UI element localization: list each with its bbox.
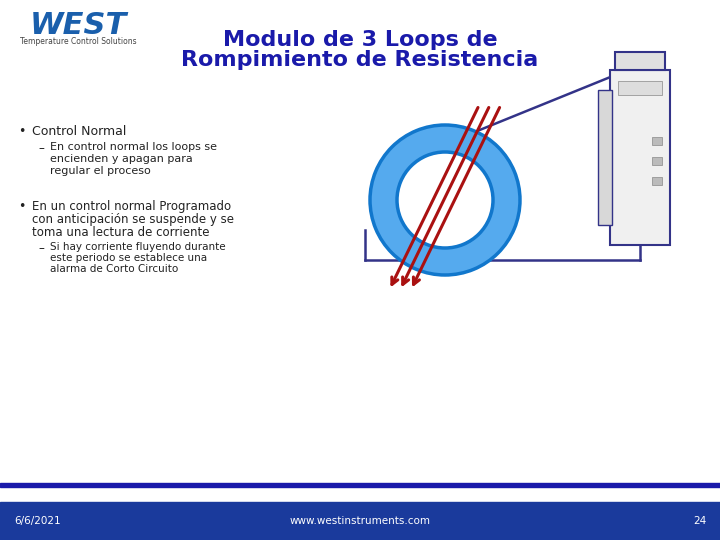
Text: 6/6/2021: 6/6/2021 (14, 516, 60, 526)
Bar (0, 502, 720, 540)
Text: Rompimiento de Resistencia: Rompimiento de Resistencia (181, 50, 539, 70)
Text: 24: 24 (693, 516, 706, 526)
Text: encienden y apagan para: encienden y apagan para (50, 154, 193, 164)
Text: –: – (38, 242, 44, 255)
Bar (652, 177, 662, 185)
Wedge shape (370, 125, 520, 275)
Bar (618, 81, 662, 95)
Text: –: – (38, 142, 44, 155)
Text: En control normal los loops se: En control normal los loops se (50, 142, 217, 152)
Text: www.westinstruments.com: www.westinstruments.com (289, 516, 431, 526)
Text: Modulo de 3 Loops de: Modulo de 3 Loops de (222, 30, 498, 50)
Text: •: • (18, 125, 25, 138)
Text: regular el proceso: regular el proceso (50, 166, 150, 176)
Text: •: • (18, 200, 25, 213)
Text: Temperature Control Solutions: Temperature Control Solutions (19, 37, 136, 46)
Bar (598, 90, 612, 225)
Text: Si hay corriente fluyendo durante: Si hay corriente fluyendo durante (50, 242, 225, 252)
Text: #1a5fac: #1a5fac (15, 39, 21, 40)
Bar (652, 157, 662, 165)
Bar (615, 52, 665, 70)
Bar (0, 483, 720, 487)
Text: En un control normal Programado: En un control normal Programado (32, 200, 231, 213)
Text: este periodo se establece una: este periodo se establece una (50, 253, 207, 263)
Bar (652, 137, 662, 145)
Text: WEST: WEST (30, 10, 127, 39)
Text: Control Normal: Control Normal (32, 125, 127, 138)
Text: alarma de Corto Circuito: alarma de Corto Circuito (50, 264, 179, 274)
Text: con anticipación se suspende y se: con anticipación se suspende y se (32, 213, 234, 226)
Bar (610, 70, 670, 245)
Text: toma una lectura de corriente: toma una lectura de corriente (32, 226, 210, 239)
